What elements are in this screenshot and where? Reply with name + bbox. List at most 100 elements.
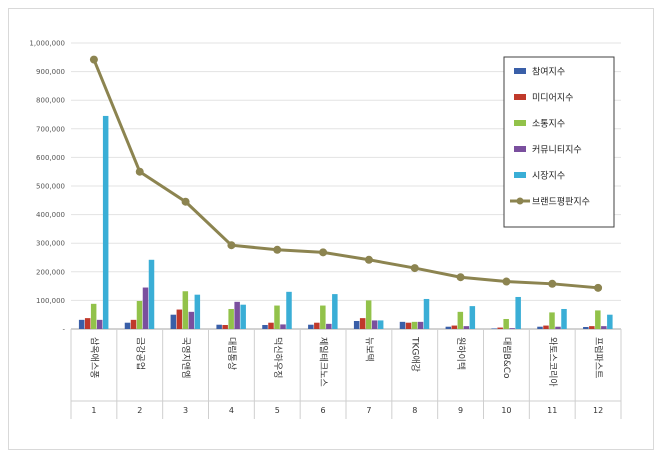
line-point bbox=[273, 245, 282, 254]
x-index-label: 2 bbox=[137, 406, 142, 415]
bar bbox=[320, 305, 326, 329]
bar bbox=[234, 301, 240, 329]
legend-line-marker bbox=[516, 197, 524, 205]
bar bbox=[314, 322, 320, 329]
bar bbox=[423, 298, 430, 329]
x-category-label: 금강공업 bbox=[134, 337, 145, 370]
y-tick-label: 200,000 bbox=[36, 268, 65, 276]
bar bbox=[365, 300, 372, 329]
brand-index-polyline bbox=[92, 59, 599, 290]
x-index-label: 5 bbox=[275, 406, 280, 415]
bar bbox=[549, 312, 555, 329]
line-point bbox=[135, 167, 144, 176]
x-category-label: 대림통상 bbox=[226, 337, 238, 370]
bar bbox=[332, 294, 338, 329]
bar bbox=[411, 321, 418, 329]
bar bbox=[308, 324, 314, 329]
bar bbox=[353, 320, 360, 329]
legend-label: 소통지수 bbox=[532, 119, 565, 130]
y-tick-label: 400,000 bbox=[36, 211, 65, 219]
y-axis: - 100,000 200,000 300,000 400,000 500,000 600,… bbox=[29, 40, 65, 334]
x-category-label: 프럼파스트 bbox=[593, 337, 605, 378]
y-tick-label: 600,000 bbox=[36, 154, 65, 162]
line-point bbox=[548, 279, 557, 288]
bar bbox=[182, 291, 189, 329]
bar bbox=[515, 296, 521, 329]
bar bbox=[262, 324, 268, 329]
brand-reputation-chart: - 100,000 200,000 300,000 400,000 500,000 600,… bbox=[29, 40, 622, 419]
bar bbox=[148, 259, 155, 329]
x-index-label: 10 bbox=[501, 406, 511, 415]
x-index-label: 1 bbox=[91, 406, 96, 415]
x-index-label: 7 bbox=[366, 406, 371, 415]
x-category-label: 국영지앤엠 bbox=[180, 337, 192, 378]
bar bbox=[96, 319, 103, 329]
legend-swatch bbox=[514, 94, 526, 100]
bar bbox=[280, 324, 286, 329]
bar bbox=[176, 309, 183, 329]
bar bbox=[503, 318, 509, 329]
bar bbox=[142, 287, 149, 329]
bar bbox=[555, 326, 561, 329]
bar bbox=[457, 311, 464, 329]
y-tick-label: - bbox=[62, 326, 65, 334]
x-category-label: 덕신하우징 bbox=[272, 337, 283, 378]
x-index-label: 6 bbox=[321, 406, 326, 415]
bar bbox=[417, 321, 424, 329]
bar bbox=[537, 326, 543, 329]
bar bbox=[188, 311, 195, 329]
line-point bbox=[410, 264, 419, 273]
bar bbox=[583, 326, 589, 329]
legend-swatch bbox=[514, 146, 526, 152]
y-tick-label: 100,000 bbox=[36, 297, 65, 305]
bar bbox=[84, 318, 91, 329]
y-tick-label: 900,000 bbox=[36, 68, 65, 76]
bar bbox=[463, 326, 470, 329]
x-category-label: 뉴보텍 bbox=[363, 337, 374, 362]
x-category-label: TKG애강 bbox=[409, 336, 420, 372]
legend-label: 브랜드평판지수 bbox=[532, 197, 590, 208]
x-index-label: 12 bbox=[593, 406, 603, 415]
x-index-label: 8 bbox=[412, 406, 417, 415]
bar bbox=[451, 325, 458, 329]
bar bbox=[371, 320, 378, 329]
bar bbox=[268, 322, 274, 329]
bar bbox=[326, 323, 332, 329]
legend-swatch bbox=[514, 120, 526, 126]
legend-swatch bbox=[514, 68, 526, 74]
bar bbox=[228, 308, 234, 329]
bar bbox=[543, 325, 549, 329]
bars bbox=[78, 115, 613, 330]
x-category-label: 원하이텍 bbox=[455, 337, 466, 370]
line-point bbox=[364, 255, 373, 264]
bar bbox=[170, 314, 177, 329]
x-category-label: 삼옥애스퐁 bbox=[88, 337, 99, 378]
bar bbox=[589, 326, 595, 329]
line-point bbox=[456, 273, 465, 282]
bar bbox=[445, 326, 452, 329]
x-index-label: 3 bbox=[183, 406, 188, 415]
x-category-label: 대림B&Co bbox=[501, 337, 513, 379]
x-axis: 삼옥애스퐁 1 금강공업 2 국영지앤엠 3 대림통상 4 덕신하우징 5 제일테크노스 6 뉴보텍 7 T… bbox=[70, 329, 622, 419]
bar bbox=[124, 322, 131, 329]
y-tick-label: 300,000 bbox=[36, 240, 65, 248]
bar bbox=[274, 305, 280, 329]
bar bbox=[136, 300, 143, 329]
bar bbox=[405, 322, 412, 329]
legend-swatch bbox=[514, 172, 526, 178]
line-point bbox=[181, 197, 190, 206]
bar bbox=[607, 314, 613, 329]
y-tick-label: 1,000,000 bbox=[29, 40, 65, 48]
legend-label: 미디어지수 bbox=[532, 93, 573, 104]
bar bbox=[377, 320, 384, 329]
bar bbox=[194, 294, 201, 329]
bar bbox=[78, 319, 85, 329]
line-point bbox=[594, 283, 603, 292]
x-index-label: 4 bbox=[229, 406, 234, 415]
bar bbox=[216, 324, 222, 329]
bar bbox=[399, 321, 406, 329]
chart-frame: - 100,000 200,000 300,000 400,000 500,000 600,… bbox=[8, 8, 654, 450]
bar bbox=[90, 303, 97, 329]
bar bbox=[286, 291, 292, 329]
